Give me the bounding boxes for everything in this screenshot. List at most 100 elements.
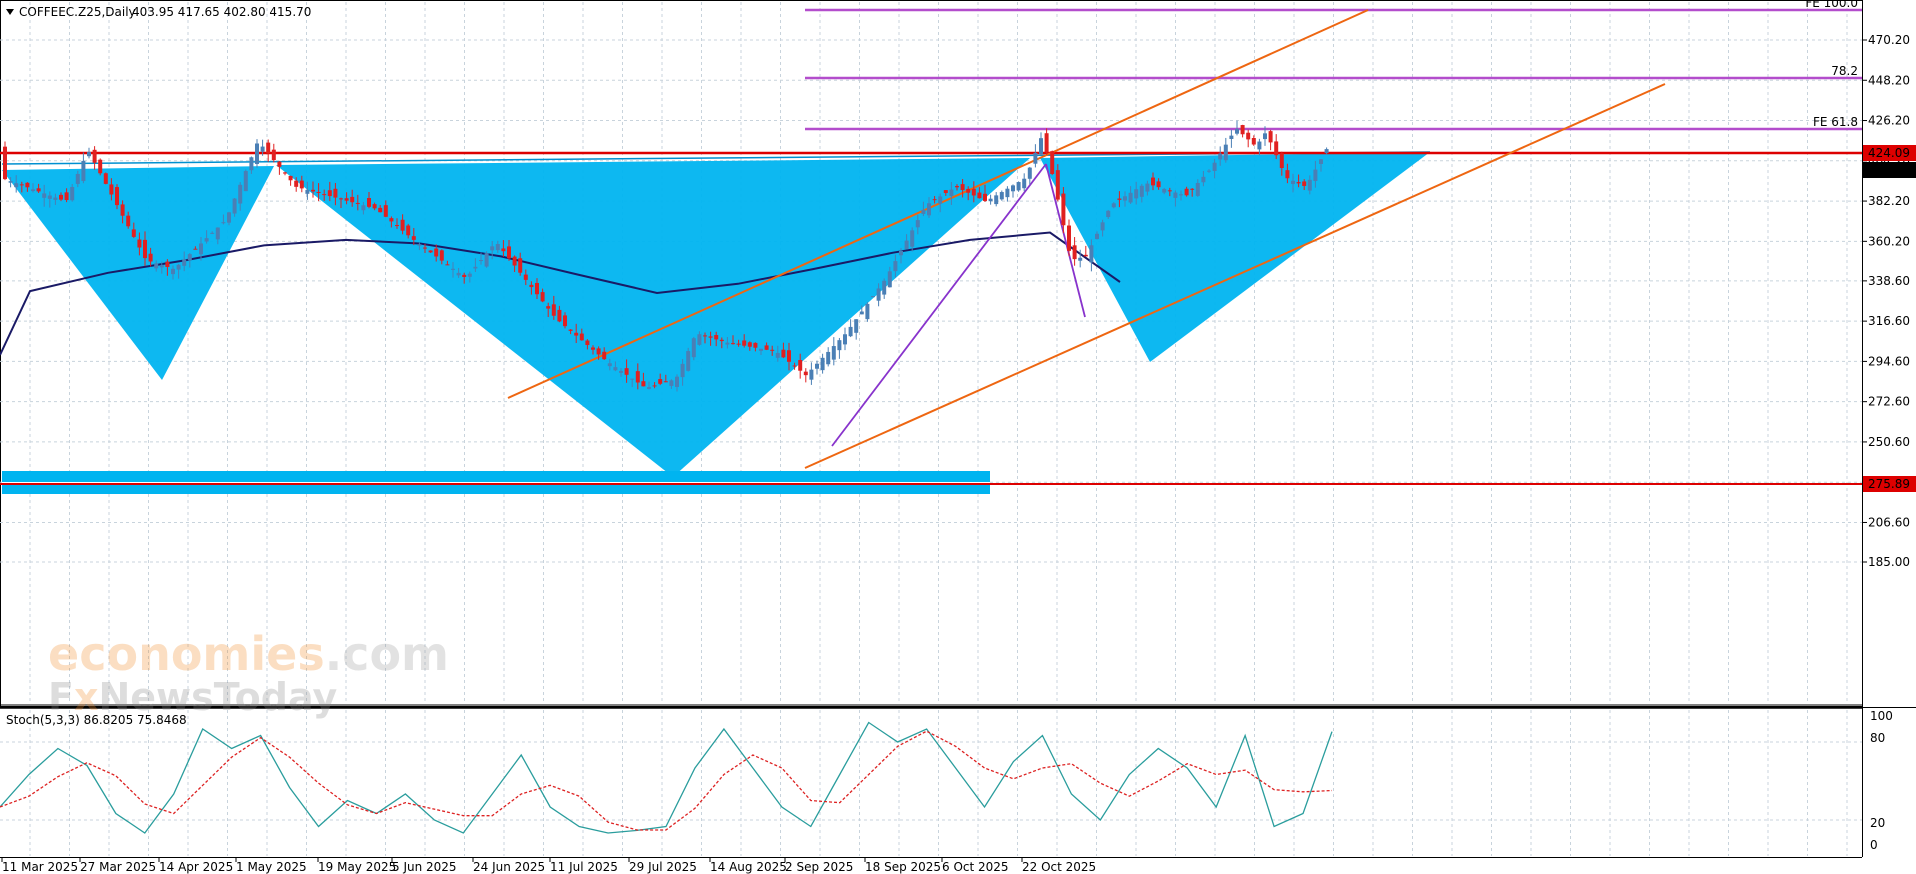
candle-bull: [221, 222, 226, 224]
pattern-triangle-2: [276, 158, 1030, 477]
candle-bear: [165, 261, 170, 267]
candle-bull: [921, 209, 926, 214]
candle-bull: [154, 263, 159, 269]
candle-bull: [1195, 182, 1200, 196]
candle-bull: [1134, 189, 1139, 199]
candle-bear: [3, 146, 7, 180]
candle-bull: [204, 238, 209, 242]
candle-bull: [243, 171, 248, 192]
candle-bull: [47, 195, 52, 199]
x-axis: 11 Mar 2025 27 Mar 2025 14 Apr 2025 1 May 2…: [1, 857, 1096, 874]
candle-bear: [1240, 125, 1245, 135]
candle-bull: [1179, 194, 1183, 196]
candle-bear: [445, 264, 450, 266]
fib-swing-line-up: [831, 163, 1047, 447]
candle-bear: [299, 180, 304, 189]
fib-label: FE 100.0: [1805, 0, 1858, 10]
candle-bull: [871, 296, 875, 298]
candle-bear: [322, 194, 327, 196]
candle-bull: [8, 181, 13, 183]
moving-average: [0, 231, 1121, 356]
candle-bear: [1274, 141, 1279, 156]
chart-frame: [0, 0, 1863, 707]
candle-bear: [423, 247, 427, 249]
candle-bull: [1022, 178, 1027, 189]
y-tick-label: 294.60: [1868, 354, 1910, 368]
candle-bear: [383, 205, 388, 217]
candle-bear: [971, 188, 976, 196]
candle-bull: [484, 253, 489, 267]
candle-bull: [182, 259, 187, 266]
fib-label: FE 61.8: [1813, 115, 1858, 129]
candle-bear: [1296, 182, 1301, 184]
candle-bear: [434, 248, 439, 257]
candle-bear: [59, 194, 63, 200]
x-tick-label: 14 Apr 2025: [159, 860, 233, 874]
candle-bear: [507, 246, 511, 259]
candle-bull: [1223, 144, 1228, 161]
candle-bear: [563, 315, 567, 327]
candle-bull: [1033, 152, 1038, 164]
pattern-shapes: [1, 151, 1431, 477]
pattern-triangle-3: [1040, 152, 1430, 362]
candle-bear: [19, 184, 24, 186]
candle-bear: [92, 149, 97, 163]
candle-bull: [938, 196, 943, 204]
candle-bear: [787, 350, 791, 362]
y-tick-label: 360.20: [1868, 234, 1910, 248]
candle-bear: [333, 188, 338, 198]
candle-bull: [1319, 159, 1323, 164]
candle-bear: [764, 345, 769, 350]
candle-bull: [988, 198, 993, 202]
candle-bear: [635, 371, 640, 383]
stoch-signal-line: [0, 730, 1333, 831]
candle-bull: [1100, 222, 1105, 231]
candle-bear: [798, 360, 803, 371]
fib-labels: FE 100.0 78.2 FE 61.8: [1805, 0, 1858, 129]
candle-bear: [1050, 151, 1055, 174]
candle-bull: [70, 186, 75, 201]
candle-bear: [663, 381, 668, 383]
candle-bull: [876, 288, 881, 301]
candle-bear: [747, 342, 752, 347]
candle-bear: [395, 225, 399, 227]
y-tick-label: 338.60: [1868, 274, 1910, 288]
candle-bear: [781, 349, 786, 358]
candle-bear: [462, 274, 467, 277]
y-tick-label: 250.60: [1868, 435, 1910, 449]
candle-bull: [843, 334, 847, 345]
candle-bull: [1313, 169, 1318, 182]
candle-bull: [1235, 129, 1239, 134]
stoch-axis-label: 20: [1870, 816, 1885, 830]
x-tick-label: 11 Jul 2025: [550, 860, 618, 874]
candle-bear: [736, 343, 741, 345]
watermark-economies: economies.com: [48, 627, 449, 681]
candle-bear: [501, 248, 506, 252]
candle-bear: [277, 161, 282, 167]
candle-bull: [53, 197, 58, 200]
candle-bull: [1039, 138, 1043, 154]
candle-bear: [1268, 131, 1273, 143]
candle-bull: [227, 212, 231, 223]
candle-bull: [260, 146, 265, 152]
candle-bull: [1027, 167, 1032, 179]
candle-bull: [1162, 188, 1167, 193]
candle-bull: [495, 244, 500, 251]
candle-bear: [1072, 245, 1077, 260]
y-tick-label: 448.20: [1868, 73, 1910, 87]
triangle-down-icon[interactable]: [6, 9, 14, 15]
candle-bear: [983, 193, 987, 201]
candle-bear: [652, 385, 657, 387]
candle-bear: [109, 184, 114, 195]
candle-bear: [1167, 190, 1172, 192]
resistance-badge: 424.09: [1868, 146, 1910, 160]
x-tick-label: 18 Sep 2025: [865, 860, 941, 874]
candle-bull: [1291, 180, 1295, 184]
candle-bull: [42, 193, 47, 198]
candle-bear: [316, 191, 321, 193]
candle-bear: [1285, 170, 1290, 179]
candle-bull: [451, 268, 455, 270]
candle-bear: [540, 292, 545, 302]
candle-bull: [680, 363, 685, 378]
